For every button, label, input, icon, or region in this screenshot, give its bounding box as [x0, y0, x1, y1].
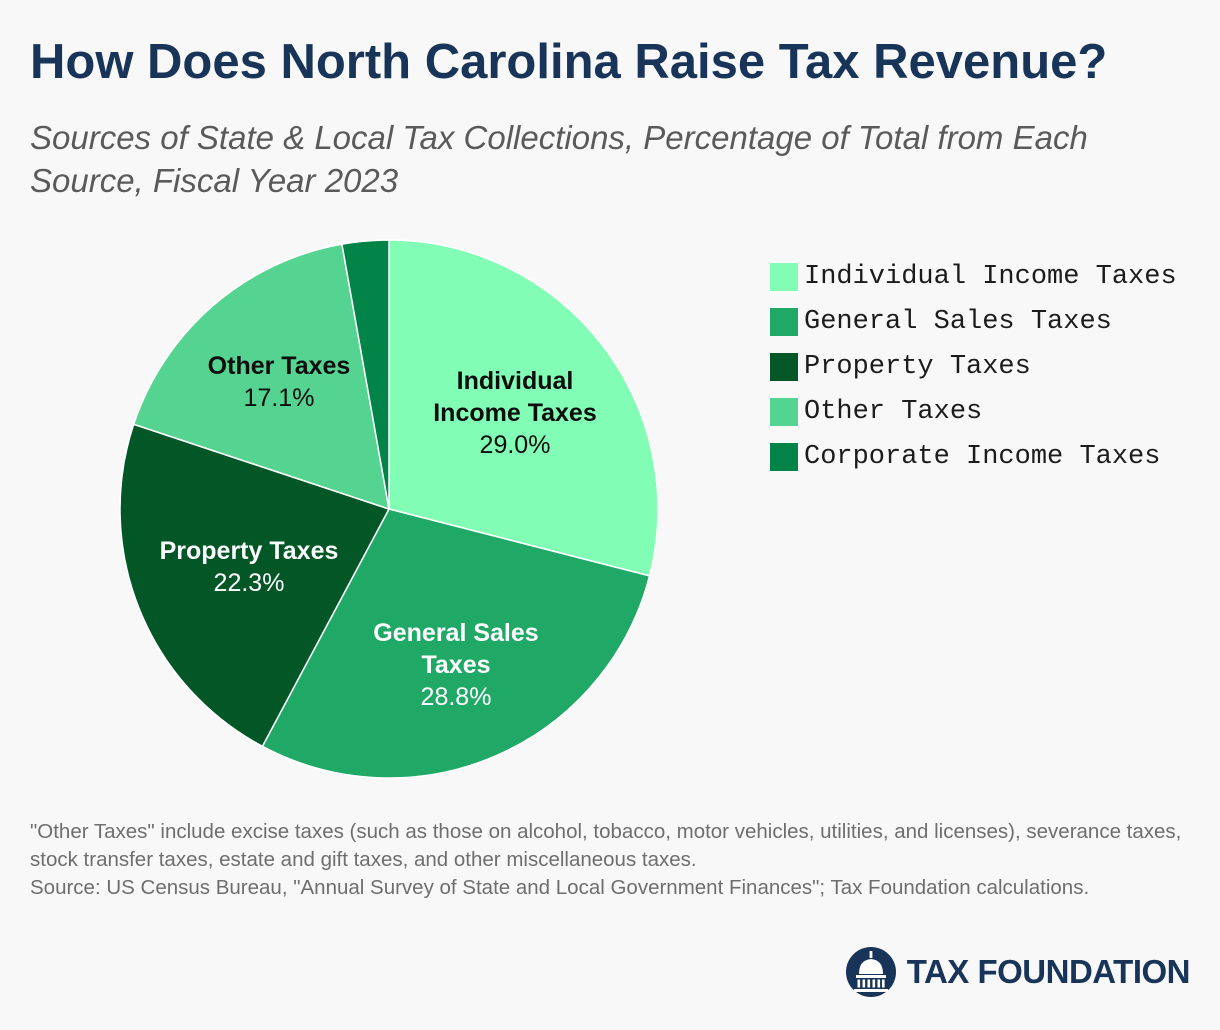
- slice-value-label: 17.1%: [244, 384, 315, 412]
- pie-slice-corporate-income-taxes: [341, 239, 390, 510]
- slice-name-label: Property Taxes: [160, 537, 339, 565]
- slice-label-other-taxes: Other Taxes 17.1%: [208, 352, 351, 412]
- slice-value-label: 28.8%: [421, 683, 492, 711]
- footnote: "Other Taxes" include excise taxes (such…: [30, 818, 1200, 902]
- legend-label: Other Taxes: [804, 396, 983, 427]
- legend-swatch: [770, 442, 798, 471]
- slice-value-label: 22.3%: [214, 569, 285, 597]
- pie-slice-general-sales-taxes: [261, 508, 651, 779]
- legend-swatch: [770, 262, 798, 291]
- brand-name: TAX FOUNDATION: [906, 953, 1191, 990]
- chart-title: How Does North Carolina Raise Tax Revenu…: [30, 35, 1108, 89]
- footnote-source: Source: US Census Bureau, "Annual Survey…: [30, 876, 1090, 899]
- legend-label: Property Taxes: [804, 351, 1031, 382]
- slice-name-label: Individual: [457, 367, 574, 395]
- legend-label: Individual Income Taxes: [804, 261, 1177, 292]
- slice-label-individual-income-taxes: Individual Income Taxes 29.0%: [433, 367, 597, 459]
- legend-item-other-taxes: Other Taxes: [770, 389, 1177, 434]
- legend-item-corporate-income-taxes: Corporate Income Taxes: [770, 434, 1177, 479]
- legend-label: Corporate Income Taxes: [804, 441, 1161, 472]
- slice-name-label: Other Taxes: [208, 352, 351, 380]
- chart-legend: Individual Income Taxes General Sales Ta…: [770, 254, 1177, 479]
- slice-name-label: Income Taxes: [433, 399, 597, 427]
- legend-swatch: [770, 397, 798, 426]
- pie-slice-property-taxes: [119, 423, 391, 748]
- pie-slice-other-taxes: [132, 243, 390, 511]
- legend-swatch: [770, 352, 798, 381]
- legend-item-individual-income-taxes: Individual Income Taxes: [770, 254, 1177, 299]
- capitol-dome-icon: [845, 947, 896, 997]
- legend-label: General Sales Taxes: [804, 306, 1112, 337]
- chart-subtitle: Sources of State & Local Tax Collections…: [30, 119, 1088, 199]
- tax-foundation-logo: TAX FOUNDATION: [845, 946, 1191, 998]
- slice-name-label: Taxes: [421, 651, 490, 679]
- slice-value-label: 29.0%: [480, 431, 551, 459]
- legend-item-property-taxes: Property Taxes: [770, 344, 1177, 389]
- pie-slice-individual-income-taxes: [388, 239, 659, 577]
- slice-label-property-taxes: Property Taxes 22.3%: [160, 537, 339, 597]
- slice-name-label: General Sales: [373, 619, 538, 647]
- footnote-note: "Other Taxes" include excise taxes (such…: [30, 820, 1182, 871]
- slice-label-general-sales-taxes: General Sales Taxes 28.8%: [373, 619, 538, 711]
- legend-swatch: [770, 307, 798, 336]
- legend-item-general-sales-taxes: General Sales Taxes: [770, 299, 1177, 344]
